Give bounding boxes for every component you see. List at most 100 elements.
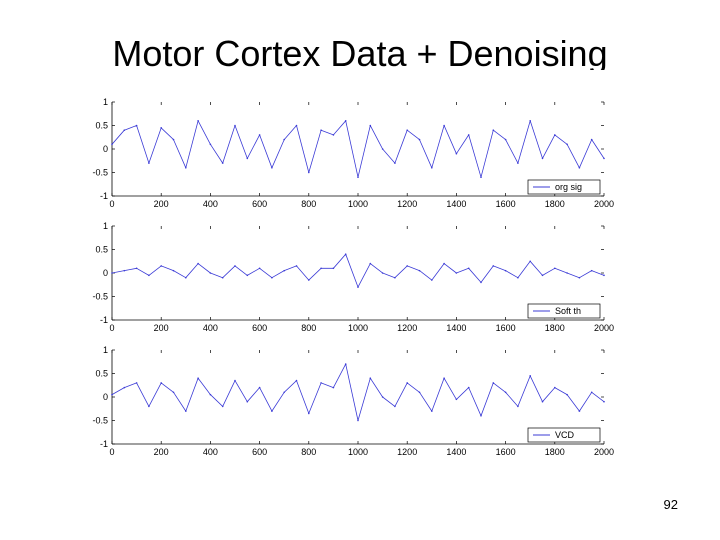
x-tick-label: 800 <box>301 323 316 333</box>
data-point <box>308 412 310 415</box>
x-tick-label: 2000 <box>594 323 614 333</box>
data-point <box>578 167 581 169</box>
x-tick-label: 800 <box>301 447 316 457</box>
x-tick-label: 200 <box>154 199 169 209</box>
x-tick-label: 400 <box>203 447 218 457</box>
x-tick-label: 1000 <box>348 447 368 457</box>
data-point <box>529 120 531 122</box>
data-point <box>221 162 224 164</box>
data-point <box>123 386 126 389</box>
series-line <box>111 363 605 421</box>
data-point <box>234 265 236 267</box>
data-point <box>517 276 519 279</box>
y-tick-label: -1 <box>100 439 108 449</box>
data-point <box>369 377 372 380</box>
data-point <box>320 129 322 131</box>
y-tick-label: 0 <box>103 268 108 278</box>
data-point <box>431 410 433 412</box>
subplot-3: 0 200 400 600 800 1000 1200 1400 1600 1800 2000 1 0.… <box>92 345 614 457</box>
y-tick-label: -1 <box>100 315 108 325</box>
x-tick-label: 0 <box>109 199 114 209</box>
data-point <box>148 274 150 277</box>
y-tick-label: 1 <box>103 97 108 107</box>
data-point <box>172 269 175 272</box>
y-tick-label: 0 <box>103 144 108 154</box>
data-point <box>394 276 396 279</box>
page-number: 92 <box>663 497 678 512</box>
data-point <box>541 400 544 403</box>
x-tick-label: 1400 <box>446 323 466 333</box>
x-tick-label: 1600 <box>496 323 516 333</box>
data-point <box>258 134 261 136</box>
data-point <box>467 386 470 389</box>
data-point <box>123 129 126 131</box>
data-point <box>246 157 249 160</box>
data-point <box>517 162 519 164</box>
legend-box <box>527 427 601 443</box>
data-point <box>504 391 507 394</box>
x-tick-label: 2000 <box>594 447 614 457</box>
legend: VCD <box>527 427 601 443</box>
y-tick-label: -0.5 <box>92 416 108 426</box>
data-point <box>566 272 568 274</box>
x-tick-label: 1800 <box>545 323 565 333</box>
data-point <box>111 393 113 396</box>
data-point <box>344 363 347 365</box>
data-point <box>185 410 187 412</box>
data-point <box>492 382 495 384</box>
data-point <box>431 167 433 169</box>
legend-label: VCD <box>555 430 575 440</box>
subplot-2: 0 200 400 600 800 1000 1200 1400 1600 1800 2000 1 0.… <box>92 221 614 333</box>
y-tick-label: 1 <box>103 221 108 231</box>
x-tick-label: 400 <box>203 199 218 209</box>
x-tick-label: 600 <box>252 199 267 209</box>
data-point <box>172 391 175 394</box>
data-point <box>197 120 199 122</box>
data-point <box>185 167 187 169</box>
title-mask <box>80 70 640 78</box>
series-line <box>111 120 605 178</box>
data-point <box>283 138 286 141</box>
data-point <box>492 129 495 131</box>
data-point <box>123 269 126 272</box>
x-tick-label: 1200 <box>397 323 417 333</box>
data-point <box>603 274 605 277</box>
data-point <box>258 267 261 270</box>
data-point <box>320 382 322 384</box>
data-point <box>554 267 556 270</box>
data-point <box>369 262 372 265</box>
x-tick-label: 1200 <box>397 447 417 457</box>
data-point <box>467 267 470 270</box>
data-point <box>418 138 421 141</box>
data-point <box>554 134 556 136</box>
data-point <box>578 276 581 279</box>
data-point <box>541 274 544 277</box>
data-point <box>443 124 445 127</box>
data-point <box>221 405 224 408</box>
data-point <box>467 134 470 136</box>
series-line <box>111 253 605 288</box>
data-point <box>185 276 187 279</box>
data-point <box>590 391 593 394</box>
y-tick-label: -0.5 <box>92 168 108 178</box>
data-point <box>344 253 347 255</box>
subplot-1: 0 200 400 600 800 1000 1200 1400 1600 1800 2000 1 0.… <box>92 97 614 209</box>
y-tick-label: 0.5 <box>95 245 108 255</box>
data-point <box>209 143 212 146</box>
x-tick-label: 1000 <box>348 199 368 209</box>
x-tick-label: 2000 <box>594 199 614 209</box>
data-point <box>197 262 199 265</box>
data-point <box>431 279 433 281</box>
x-tick-label: 0 <box>109 447 114 457</box>
data-point <box>209 272 212 274</box>
legend: org sig <box>527 179 601 195</box>
data-point <box>135 267 138 270</box>
x-tick-label: 1600 <box>496 199 516 209</box>
data-point <box>160 382 162 384</box>
data-point <box>455 152 458 155</box>
data-point <box>590 269 593 272</box>
data-point <box>234 124 236 127</box>
data-point <box>295 379 298 382</box>
data-point <box>197 377 199 380</box>
